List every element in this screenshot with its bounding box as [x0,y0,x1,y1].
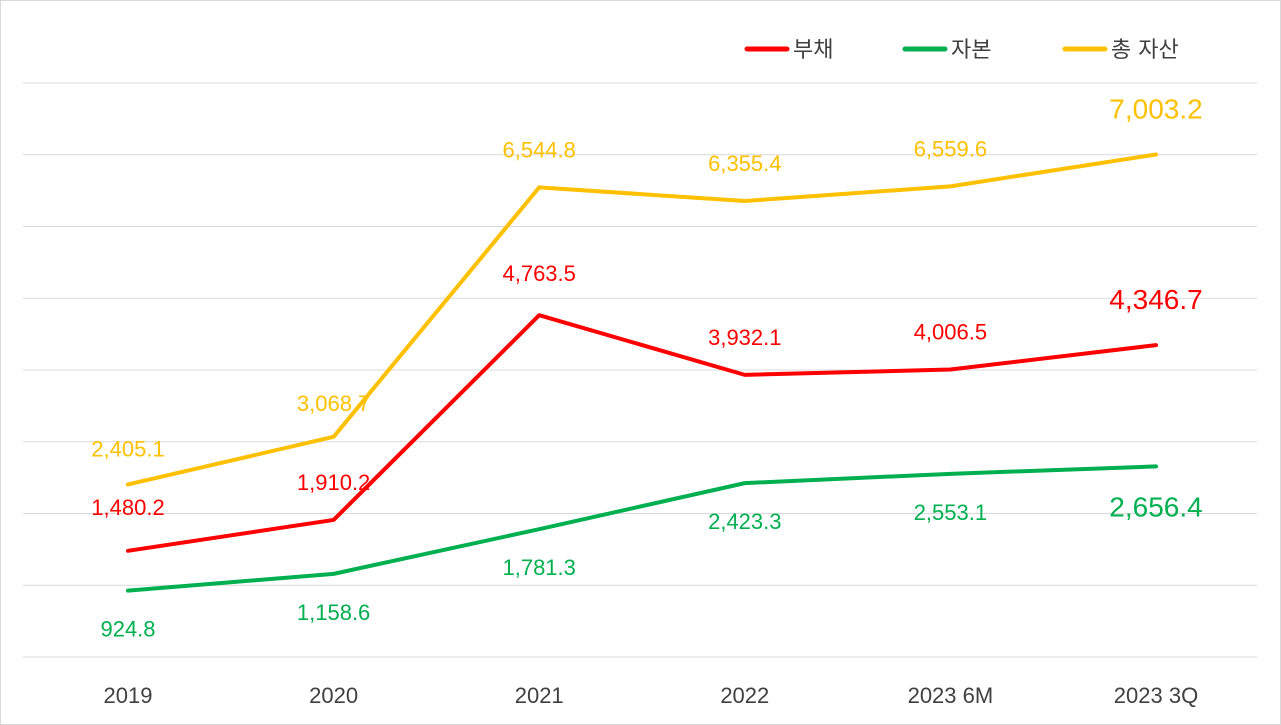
x-tick-label: 2022 [720,683,769,708]
data-label: 6,559.6 [914,136,987,161]
data-label: 6,355.4 [708,151,781,176]
data-label: 7,003.2 [1109,94,1202,125]
data-label: 924.8 [100,617,155,642]
data-label: 1,781.3 [502,555,575,580]
data-label: 2,405.1 [91,436,164,461]
legend-label: 자본 [951,38,991,63]
data-label: 1,480.2 [91,495,164,520]
data-label: 2,656.4 [1109,491,1202,522]
data-label: 3,068.7 [297,391,370,416]
data-label: 1,910.2 [297,470,370,495]
data-label: 4,346.7 [1109,284,1202,315]
x-tick-label: 2023 3Q [1114,683,1198,708]
data-label: 4,006.5 [914,320,987,345]
x-axis: 2019 2020 2021 2022 2023 6M 2023 3Q [104,683,1199,708]
legend-label: 부채 [793,38,833,63]
x-tick-label: 2023 6M [908,683,994,708]
x-tick-label: 2021 [515,683,564,708]
x-tick-label: 2019 [104,683,153,708]
data-label: 1,158.6 [297,600,370,625]
data-label: 6,544.8 [502,137,575,162]
legend: 부채 자본 총 자산 [744,38,1179,63]
gridlines [23,82,1257,658]
data-label: 2,423.3 [708,509,781,534]
data-label: 2,553.1 [914,500,987,525]
series-line-0 [126,313,1158,553]
series-lines [126,152,1158,593]
data-label: 4,763.5 [502,261,575,286]
x-tick-label: 2020 [309,683,358,708]
series-line-2 [126,152,1158,487]
series-line-1 [126,464,1158,593]
legend-label: 총 자산 [1111,38,1179,63]
data-label: 3,932.1 [708,325,781,350]
data-labels: 1,480.2 1,910.2 4,763.5 3,932.1 4,006.5 4,346… [91,94,1202,642]
